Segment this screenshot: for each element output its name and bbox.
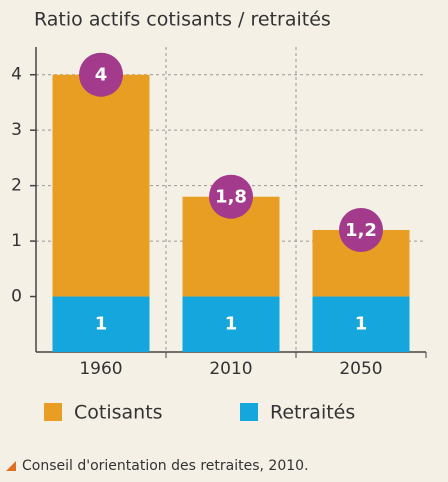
legend-label: Retraités — [270, 402, 355, 424]
bar-cotisants — [52, 74, 150, 297]
y-tick-label: 1 — [11, 231, 22, 251]
value-label: 4 — [95, 65, 108, 86]
y-tick-label: 3 — [11, 120, 22, 140]
value-badge — [79, 52, 123, 97]
chart-title: Ratio actifs cotisants / retraités — [34, 9, 331, 31]
bar-retraites — [312, 296, 410, 352]
value-label: 1 — [355, 313, 368, 334]
value-label: 1,2 — [345, 220, 377, 241]
source-icon — [6, 461, 16, 471]
value-label: 1,8 — [215, 187, 247, 208]
source: Conseil d'orientation des retraites, 201… — [22, 458, 309, 474]
value-label: 1 — [225, 313, 238, 334]
x-tick-label: 2010 — [209, 359, 252, 379]
legend-label: Cotisants — [74, 402, 163, 424]
bar-retraites — [182, 296, 280, 352]
y-tick-label: 2 — [11, 176, 22, 196]
x-tick-label: 2050 — [339, 359, 382, 379]
value-label: 1 — [95, 313, 108, 334]
y-tick-label: 0 — [11, 287, 22, 307]
value-badge — [339, 208, 383, 252]
x-tick-label: 1960 — [79, 359, 122, 379]
legend-swatch — [240, 403, 258, 421]
value-badge — [209, 174, 253, 219]
y-tick-label: 4 — [11, 65, 22, 85]
legend-swatch — [44, 403, 62, 421]
bar-retraites — [52, 296, 150, 352]
